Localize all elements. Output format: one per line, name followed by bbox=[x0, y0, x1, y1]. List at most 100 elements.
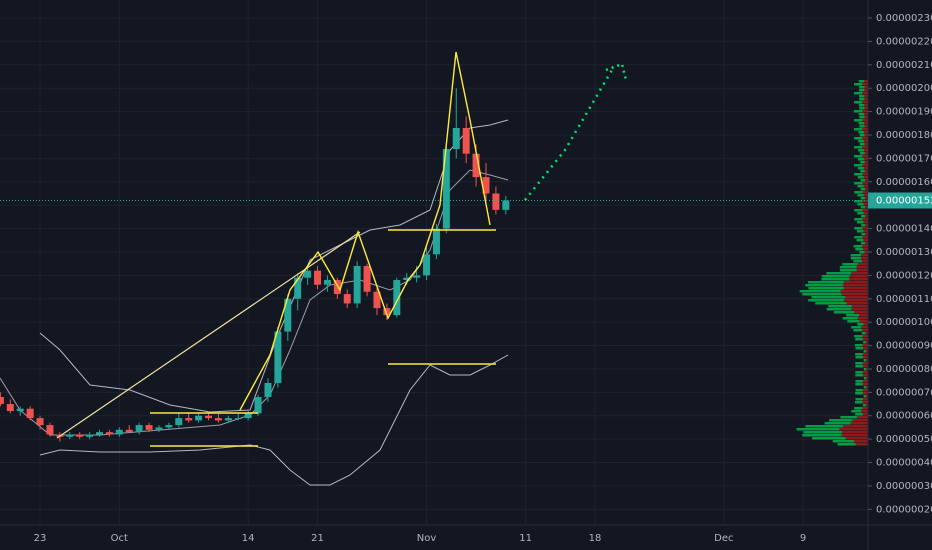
profile-bar bbox=[864, 122, 868, 125]
profile-bar bbox=[862, 200, 868, 203]
profile-bar bbox=[857, 317, 868, 320]
candle-body bbox=[314, 270, 322, 285]
profile-bar bbox=[858, 95, 865, 98]
profile-bar bbox=[845, 296, 868, 299]
profile-bar bbox=[863, 194, 868, 197]
profile-bar bbox=[863, 359, 867, 362]
profile-bar bbox=[842, 431, 868, 434]
profile-bar bbox=[863, 395, 867, 398]
profile-bar bbox=[855, 413, 863, 416]
profile-bar bbox=[859, 98, 865, 101]
profile-bar bbox=[865, 332, 868, 335]
profile-bar bbox=[854, 236, 863, 239]
candle-body bbox=[452, 127, 460, 150]
candle-body bbox=[462, 127, 470, 154]
profile-bar bbox=[863, 350, 867, 353]
y-tick-label: 0.00000140 bbox=[876, 224, 932, 235]
profile-bar bbox=[828, 305, 853, 308]
profile-bar bbox=[862, 404, 866, 407]
profile-bar bbox=[862, 83, 868, 86]
profile-bar bbox=[846, 314, 860, 317]
profile-bar bbox=[854, 401, 863, 404]
profile-bar bbox=[861, 224, 866, 227]
x-tick-label: Dec bbox=[714, 533, 733, 544]
candles bbox=[0, 88, 868, 442]
profile-bar bbox=[858, 89, 865, 92]
profile-bar bbox=[863, 386, 867, 389]
candle-body bbox=[36, 418, 44, 426]
y-tick-label: 0.00000080 bbox=[876, 364, 932, 375]
grid bbox=[0, 0, 868, 525]
profile-bar bbox=[864, 125, 868, 128]
profile-bar bbox=[854, 173, 863, 176]
profile-bar bbox=[862, 110, 868, 113]
profile-bar bbox=[862, 344, 868, 347]
profile-bar bbox=[862, 365, 868, 368]
profile-bar bbox=[862, 407, 868, 410]
profile-bar bbox=[863, 323, 868, 326]
profile-bar bbox=[860, 179, 865, 182]
profile-bar bbox=[853, 440, 868, 443]
profile-bar bbox=[821, 278, 850, 281]
y-tick-label: 0.00000230 bbox=[876, 13, 932, 24]
profile-bar bbox=[855, 398, 864, 401]
candle-body bbox=[135, 425, 143, 433]
profile-bar bbox=[805, 284, 843, 287]
profile-bar bbox=[802, 434, 842, 437]
profile-bar bbox=[811, 296, 846, 299]
y-tick-label: 0.00000090 bbox=[876, 341, 932, 352]
profile-bar bbox=[858, 131, 865, 134]
y-tick-label: 0.00000060 bbox=[876, 411, 932, 422]
profile-bar bbox=[851, 410, 862, 413]
profile-bar bbox=[864, 116, 868, 119]
profile-bar bbox=[854, 137, 863, 140]
profile-bar bbox=[859, 152, 865, 155]
profile-bar bbox=[859, 116, 865, 119]
profile-bar bbox=[863, 203, 868, 206]
profile-bar bbox=[845, 437, 868, 440]
x-tick-label: Nov bbox=[417, 533, 437, 544]
profile-bar bbox=[864, 80, 868, 83]
profile-bar bbox=[861, 254, 868, 257]
profile-bar bbox=[859, 320, 868, 323]
profile-bar bbox=[854, 119, 863, 122]
candle-body bbox=[16, 408, 24, 412]
profile-bar bbox=[861, 257, 868, 260]
profile-bar bbox=[853, 329, 863, 332]
profile-bar bbox=[862, 128, 868, 131]
candle-body bbox=[155, 427, 163, 430]
candle-body bbox=[125, 429, 133, 433]
profile-bar bbox=[855, 392, 863, 395]
profile-bar bbox=[844, 281, 868, 284]
profile-bar bbox=[860, 197, 866, 200]
profile-bar bbox=[854, 128, 863, 131]
profile-bar bbox=[858, 149, 865, 152]
profile-bar bbox=[854, 200, 863, 203]
candle-body bbox=[264, 382, 272, 398]
profile-bar bbox=[840, 416, 857, 419]
profile-bar bbox=[864, 134, 868, 137]
profile-bar bbox=[864, 161, 868, 164]
profile-bar bbox=[863, 356, 868, 359]
candle-body bbox=[403, 277, 411, 281]
y-tick-label: 0.00000020 bbox=[876, 504, 932, 515]
x-tick-label: 21 bbox=[311, 533, 324, 544]
profile-bar bbox=[857, 263, 868, 266]
profile-bar bbox=[854, 83, 863, 86]
profile-bar bbox=[855, 374, 863, 377]
profile-bar bbox=[854, 146, 863, 149]
candle-body bbox=[175, 418, 183, 426]
profile-bar bbox=[802, 293, 842, 296]
profile-bar bbox=[808, 287, 845, 290]
profile-bar bbox=[856, 266, 868, 269]
candle-body bbox=[353, 266, 361, 304]
profile-bar bbox=[865, 233, 868, 236]
profile-bar bbox=[862, 371, 868, 374]
profile-bar bbox=[856, 239, 864, 242]
candle-body bbox=[105, 432, 113, 435]
profile-bar bbox=[833, 311, 855, 314]
bollinger-lower bbox=[39, 354, 509, 486]
profile-bar bbox=[866, 359, 868, 362]
profile-bar bbox=[850, 257, 862, 260]
profile-bar bbox=[846, 302, 868, 305]
